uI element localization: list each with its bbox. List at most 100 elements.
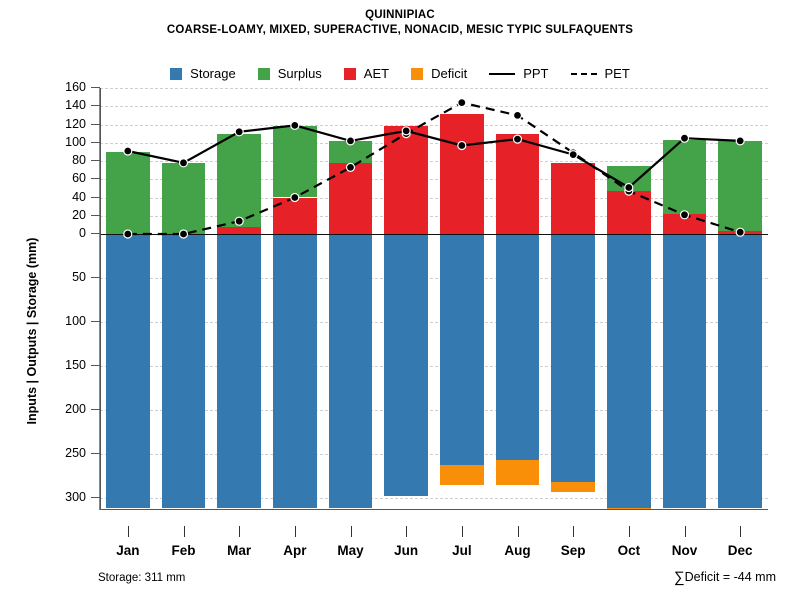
x-axis-tick-mark: [684, 526, 686, 537]
legend-item-storage[interactable]: Storage: [170, 66, 236, 81]
bar-storage[interactable]: [217, 234, 261, 508]
page-title: QUINNIPIAC: [365, 9, 435, 21]
bar-aet[interactable]: [440, 114, 484, 234]
x-axis-label-may: May: [337, 543, 364, 558]
bar-storage[interactable]: [662, 234, 707, 508]
bar-surplus[interactable]: [161, 162, 206, 234]
x-axis-tick-mark: [350, 526, 352, 537]
ppt-point[interactable]: [624, 182, 634, 193]
bar-deficit[interactable]: [440, 464, 484, 486]
gridline: [100, 410, 768, 412]
bar-storage[interactable]: [106, 234, 150, 508]
ppt-point[interactable]: [178, 158, 189, 168]
legend-item-pet[interactable]: PET: [570, 66, 630, 81]
pet-point[interactable]: [512, 110, 523, 120]
x-axis-tick-mark: [517, 526, 519, 537]
pet-point[interactable]: [178, 229, 189, 239]
bar-storage[interactable]: [495, 234, 540, 461]
x-axis-tick-mark: [461, 526, 463, 537]
bar-surplus[interactable]: [273, 126, 317, 198]
bar-surplus[interactable]: [718, 140, 762, 232]
bar-storage[interactable]: [384, 234, 428, 496]
legend-item-ppt[interactable]: PPT: [489, 66, 549, 81]
y-axis-tick-mark: [91, 196, 100, 198]
gridlines: [100, 88, 768, 510]
bar-aet[interactable]: [328, 162, 373, 234]
y-axis-tick-label: 300: [65, 490, 86, 505]
bar-surplus[interactable]: [217, 133, 261, 227]
bar-aet[interactable]: [495, 133, 540, 234]
ppt-point[interactable]: [568, 149, 578, 160]
gridline: [100, 124, 768, 126]
y-axis-tick-label: 0: [79, 226, 86, 240]
ppt-point[interactable]: [401, 126, 411, 136]
bar-deficit[interactable]: [607, 508, 651, 510]
bar-aet[interactable]: [551, 162, 595, 234]
y-axis-tick-mark: [91, 453, 100, 455]
x-axis-tick-mark: [239, 526, 241, 537]
y-axis-title: Inputs | Outputs | Storage (mm): [25, 237, 39, 425]
y-axis-tick-mark: [91, 497, 100, 499]
ppt-point[interactable]: [345, 136, 356, 146]
pet-point[interactable]: [290, 192, 300, 203]
gridline: [100, 106, 768, 108]
bar-storage[interactable]: [551, 234, 595, 483]
bar-storage[interactable]: [607, 234, 651, 508]
gridline: [100, 278, 768, 280]
ppt-point[interactable]: [234, 127, 244, 137]
bar-aet[interactable]: [384, 126, 428, 234]
chart-legend: Storage Surplus AET Deficit PPT PET: [0, 66, 800, 81]
y-axis-tick-label: 200: [65, 402, 86, 417]
lines-layer: [123, 98, 745, 239]
pet-point[interactable]: [735, 227, 745, 237]
ppt-point[interactable]: [457, 140, 467, 151]
gridline: [100, 179, 768, 181]
pet-point[interactable]: [345, 162, 356, 173]
pet-point[interactable]: [679, 210, 690, 220]
y-axis-tick-label: 80: [72, 153, 86, 167]
storage-summary: Storage: 311 mm: [98, 572, 186, 584]
pet-point[interactable]: [457, 98, 467, 108]
bar-deficit[interactable]: [551, 482, 595, 493]
x-axis-label-jul: Jul: [452, 543, 472, 558]
ppt-point[interactable]: [290, 120, 300, 131]
bar-storage[interactable]: [718, 234, 762, 508]
legend-label: Surplus: [277, 66, 322, 81]
gridline: [100, 161, 768, 162]
bar-storage[interactable]: [440, 234, 484, 465]
bar-aet[interactable]: [217, 226, 261, 234]
legend-item-surplus[interactable]: Surplus: [257, 66, 322, 81]
gridline: [100, 498, 768, 500]
gridline: [100, 454, 768, 456]
ppt-point[interactable]: [123, 146, 133, 156]
y-axis-tick-label: 20: [72, 207, 86, 222]
bar-deficit[interactable]: [495, 460, 540, 486]
legend-item-deficit[interactable]: Deficit: [411, 66, 467, 81]
x-axis: Jan Feb Mar Apr May Jun Jul Aug Sep Oct Nov Dec: [100, 510, 768, 560]
x-axis-label-apr: Apr: [283, 543, 307, 558]
y-axis-tick-mark: [91, 87, 100, 88]
ppt-point[interactable]: [512, 134, 523, 144]
chart-title-block: QUINNIPIAC COARSE-LOAMY, MIXED, SUPERACT…: [0, 8, 800, 38]
ppt-point[interactable]: [679, 133, 690, 143]
gridline: [100, 215, 768, 217]
pet-point[interactable]: [123, 229, 133, 239]
bar-surplus[interactable]: [328, 140, 373, 163]
pet-point[interactable]: [234, 216, 244, 226]
bar-aet[interactable]: [662, 213, 707, 234]
gridline: [100, 322, 768, 324]
y-axis-tick-label: 100: [65, 134, 86, 149]
gridline: [100, 366, 768, 368]
legend-label: AET: [363, 66, 390, 81]
x-axis-label-jun: Jun: [394, 543, 419, 558]
y-axis-tick-mark: [91, 233, 100, 234]
bar-storage[interactable]: [161, 234, 206, 508]
bar-surplus[interactable]: [106, 151, 150, 234]
bar-storage[interactable]: [328, 234, 373, 508]
bar-storage[interactable]: [273, 234, 317, 508]
legend-item-aet[interactable]: AET: [343, 66, 390, 81]
ppt-point[interactable]: [735, 136, 745, 146]
y-axis-spine: [99, 88, 100, 510]
y-axis-tick-label: 60: [72, 171, 86, 186]
